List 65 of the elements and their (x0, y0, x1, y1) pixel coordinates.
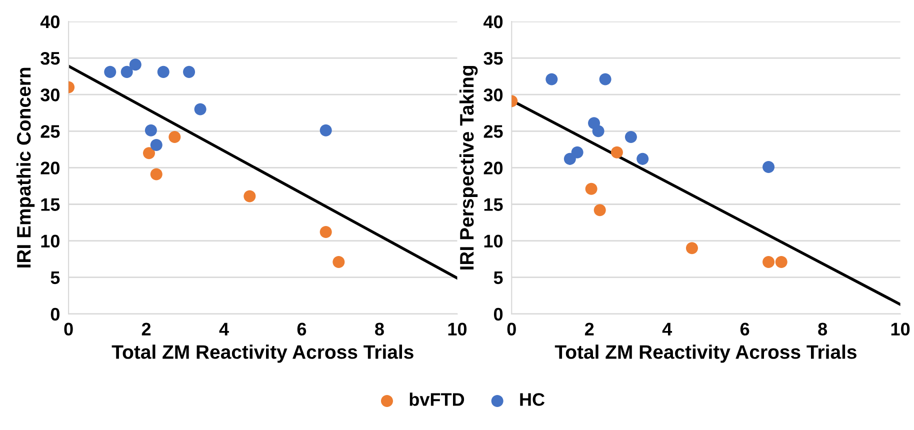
point (585, 182, 598, 195)
x-axis-title: Total ZM Reactivity Across Trials (112, 344, 414, 363)
point (594, 204, 606, 216)
point (142, 147, 156, 160)
x-tick-label: 4 (662, 322, 672, 336)
point (610, 146, 623, 158)
x-tick-label: 8 (375, 322, 384, 336)
y-tick-label: 20 (484, 162, 503, 174)
point (194, 103, 206, 116)
x-tick-label: 2 (584, 322, 594, 336)
y-tick-label: 0 (494, 308, 503, 321)
x-tick-label: 10 (891, 322, 910, 336)
y-tick-label: 15 (41, 198, 60, 211)
point (320, 226, 332, 238)
point (624, 130, 637, 144)
point (150, 139, 162, 152)
y-tick-label: 40 (40, 15, 60, 28)
point (144, 124, 157, 136)
point (571, 146, 584, 158)
point (592, 125, 604, 138)
x-tick-label: 4 (219, 322, 229, 336)
point (686, 242, 698, 254)
point (546, 73, 558, 86)
y-tick-label: 15 (484, 198, 503, 211)
point (244, 190, 256, 202)
x-axis-title: Total ZM Reactivity Across Trials (554, 344, 856, 363)
x-tick-label: 0 (507, 322, 516, 336)
point (332, 256, 345, 268)
y-tick-label: 20 (40, 162, 60, 174)
point (120, 66, 133, 78)
y-tick-label: 0 (50, 308, 60, 321)
point (636, 152, 649, 165)
point (320, 124, 332, 136)
x-tick-label: 0 (64, 322, 73, 336)
y-axis-title: IRI Empathic Concern (16, 68, 35, 268)
y-tick-label: 10 (41, 234, 60, 248)
point (762, 256, 775, 268)
point (564, 152, 576, 165)
point (157, 66, 170, 78)
y-tick-label: 10 (484, 234, 503, 248)
y-tick-label: 5 (50, 271, 60, 284)
y-tick-label: 30 (40, 88, 60, 102)
y-tick-label: 40 (483, 15, 503, 28)
x-tick-label: 6 (740, 322, 750, 336)
y-tick-label: 35 (40, 52, 60, 65)
x-tick-label: 2 (142, 322, 151, 336)
point (775, 256, 788, 268)
y-axis-title: IRI Perspective Taking (459, 66, 478, 270)
point (599, 73, 612, 86)
x-tick-label: 10 (448, 322, 467, 336)
y-tick-label: 5 (494, 271, 503, 284)
point (150, 168, 162, 180)
x-tick-label: 8 (818, 322, 828, 336)
legend-label: HC (520, 393, 545, 406)
point (762, 160, 775, 173)
point (129, 58, 142, 71)
y-tick-label: 30 (484, 88, 503, 102)
x-tick-label: 6 (297, 322, 306, 336)
y-tick-label: 35 (484, 52, 503, 65)
point (168, 130, 181, 144)
point (183, 66, 196, 78)
legend-label: bvFTD (410, 392, 464, 406)
y-tick-label: 25 (40, 125, 60, 138)
point (104, 66, 116, 78)
y-tick-label: 25 (484, 125, 503, 138)
